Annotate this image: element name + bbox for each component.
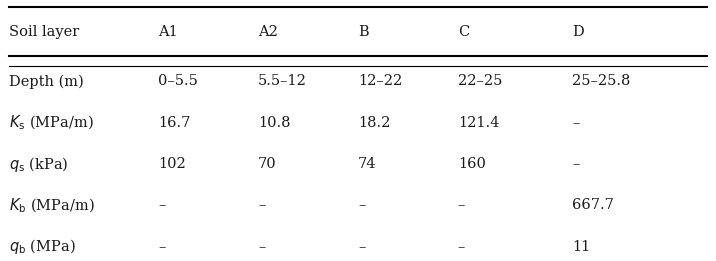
Text: 18.2: 18.2 [358, 116, 390, 130]
Text: –: – [572, 157, 579, 171]
Text: $K_{\mathrm{b}}$ (MPa/m): $K_{\mathrm{b}}$ (MPa/m) [9, 196, 95, 215]
Text: 11: 11 [572, 240, 590, 254]
Text: 16.7: 16.7 [158, 116, 190, 130]
Text: 102: 102 [158, 157, 186, 171]
Text: 667.7: 667.7 [572, 198, 614, 212]
Text: –: – [358, 198, 365, 212]
Text: $q_{\mathrm{s}}$ (kPa): $q_{\mathrm{s}}$ (kPa) [9, 155, 68, 174]
Text: 10.8: 10.8 [258, 116, 291, 130]
Text: $K_{\mathrm{s}}$ (MPa/m): $K_{\mathrm{s}}$ (MPa/m) [9, 114, 93, 132]
Text: 22–25: 22–25 [458, 74, 502, 88]
Text: D: D [572, 25, 584, 39]
Text: –: – [458, 240, 465, 254]
Text: $q_{\mathrm{b}}$ (MPa): $q_{\mathrm{b}}$ (MPa) [9, 237, 75, 256]
Text: 70: 70 [258, 157, 277, 171]
Text: Soil layer: Soil layer [9, 25, 79, 39]
Text: Depth (m): Depth (m) [9, 74, 83, 89]
Text: 74: 74 [358, 157, 377, 171]
Text: 121.4: 121.4 [458, 116, 499, 130]
Text: –: – [572, 116, 579, 130]
Text: A2: A2 [258, 25, 278, 39]
Text: 0–5.5: 0–5.5 [158, 74, 198, 88]
Text: A1: A1 [158, 25, 178, 39]
Text: 5.5–12: 5.5–12 [258, 74, 307, 88]
Text: 160: 160 [458, 157, 485, 171]
Text: –: – [358, 240, 365, 254]
Text: –: – [158, 198, 165, 212]
Text: B: B [358, 25, 369, 39]
Text: –: – [158, 240, 165, 254]
Text: 12–22: 12–22 [358, 74, 402, 88]
Text: 25–25.8: 25–25.8 [572, 74, 630, 88]
Text: –: – [258, 198, 266, 212]
Text: –: – [258, 240, 266, 254]
Text: –: – [458, 198, 465, 212]
Text: C: C [458, 25, 469, 39]
